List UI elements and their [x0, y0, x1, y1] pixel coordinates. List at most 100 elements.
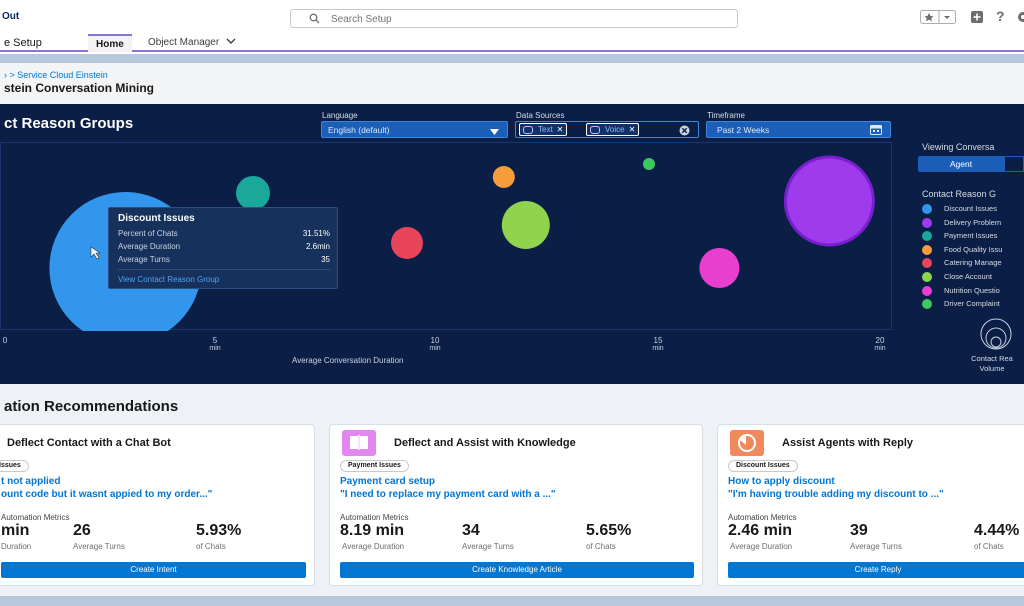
x-tick: 20 min: [865, 336, 895, 352]
add-icon[interactable]: [970, 10, 984, 27]
app-logo: Out: [2, 11, 20, 22]
bubble-catering-manage[interactable]: [391, 227, 423, 259]
breadcrumb[interactable]: › > Service Cloud Einstein: [4, 70, 108, 80]
legend-label: Payment Issues: [944, 231, 998, 241]
viewing-conversations-label: Viewing Conversa: [922, 142, 995, 152]
x-axis-label: Average Conversation Duration: [292, 356, 404, 365]
metric-duration-value: min: [1, 522, 30, 539]
legend-label: Delivery Problem: [944, 217, 1002, 227]
metric-chats-value: 5.93%: [196, 522, 242, 539]
legend-swatch: [922, 285, 932, 296]
search-icon: [309, 13, 320, 27]
reply-arrow-icon: [730, 430, 764, 456]
quote-link[interactable]: "I'm having trouble adding my discount t…: [728, 489, 944, 500]
tab-object-manager[interactable]: Object Manager: [140, 34, 244, 52]
calendar-icon[interactable]: [870, 124, 882, 137]
quote-link[interactable]: "I need to replace my payment card with …: [340, 489, 556, 500]
knowledge-book-icon: [342, 430, 376, 456]
quote-link[interactable]: ount code but it wasnt appied to my orde…: [1, 489, 213, 500]
help-icon[interactable]: ?: [996, 8, 1005, 24]
source-pill-voice[interactable]: Voice ✕: [586, 123, 640, 136]
search-input[interactable]: [331, 12, 711, 26]
legend-label: Close Account: [944, 272, 992, 281]
source-pill-text[interactable]: Text ✕: [519, 123, 568, 136]
tab-home[interactable]: Home: [88, 34, 132, 52]
legend-swatch: [922, 204, 932, 214]
legend-swatch: [922, 244, 932, 255]
x-tick-unit: min: [429, 345, 441, 352]
page-header: › > Service Cloud Einstein stein Convers…: [0, 63, 1024, 104]
legend-label: Catering Manage: [944, 258, 1002, 268]
tooltip-label: Percent of Chats: [118, 229, 178, 238]
automation-recommendations: ation Recommendations Deflect Contact wi…: [0, 384, 1024, 606]
legend-swatch: [922, 272, 932, 282]
x-tick-unit: min: [874, 345, 886, 352]
view-contact-reason-group-link[interactable]: View Contact Reason Group: [118, 275, 220, 284]
reason-badge: Discount Issues: [728, 460, 798, 472]
global-header: Out ?: [0, 0, 1024, 34]
recommendation-card-reply: Assist Agents with Reply Discount Issues…: [717, 424, 1024, 586]
bubble-payment-issues[interactable]: [236, 176, 270, 210]
data-sources-label: Data Sources: [516, 111, 565, 120]
metric-duration-value: 8.19 min: [340, 522, 405, 539]
metric-chats-value: 4.44%: [974, 522, 1020, 539]
create-reply-button[interactable]: Create Reply: [728, 562, 1024, 578]
bubble-food-quality-issu[interactable]: [492, 166, 515, 188]
tooltip-divider: [118, 269, 330, 270]
tooltip-title: Discount Issues: [118, 213, 195, 224]
setup-gear-icon[interactable]: [1014, 10, 1024, 27]
chevron-down-icon: [226, 37, 236, 48]
create-intent-button[interactable]: Create Intent: [1, 562, 306, 578]
metric-duration-value: 2.46 min: [728, 522, 793, 539]
language-select[interactable]: English (default): [321, 121, 508, 138]
bubble-delivery-problem[interactable]: [783, 155, 875, 247]
volume-legend-label: Contact Rea Volume: [960, 354, 1024, 374]
topic-link[interactable]: How to apply discount: [728, 476, 835, 487]
favorites-button[interactable]: [920, 10, 956, 27]
x-tick-value: 10: [430, 336, 440, 345]
reason-badge: Payment Issues: [340, 460, 409, 472]
card-title: Deflect Contact with a Chat Bot: [7, 437, 171, 449]
mouse-pointer-icon: [90, 246, 101, 260]
topic-link[interactable]: t not applied: [1, 476, 61, 487]
bubble-close-account[interactable]: [501, 201, 550, 249]
voice-channel-icon: [590, 126, 600, 134]
metric-chats-value: 5.65%: [586, 522, 632, 539]
legend-title: Contact Reason G: [922, 189, 997, 199]
search-box[interactable]: [290, 9, 738, 28]
recommendation-card-chat-bot: Deflect Contact with a Chat Bot Issues t…: [0, 424, 315, 586]
remove-voice-icon[interactable]: ✕: [628, 125, 636, 134]
metric-duration-label: Duration: [1, 542, 32, 551]
timeframe-select[interactable]: Past 2 Weeks: [706, 121, 891, 138]
x-tick: 15 min: [643, 336, 673, 352]
remove-text-icon[interactable]: ✕: [556, 125, 564, 134]
automation-metrics-label: Automation Metrics: [728, 513, 797, 522]
clear-sources-icon[interactable]: [679, 125, 690, 138]
create-knowledge-article-button[interactable]: Create Knowledge Article: [340, 562, 694, 578]
metric-turns-label: Average Turns: [850, 542, 902, 551]
x-tick-value: 20: [875, 336, 885, 345]
viewing-toggle[interactable]: Agent: [918, 156, 1024, 172]
metric-chats-label: of Chats: [586, 542, 616, 551]
topic-link[interactable]: Payment card setup: [340, 476, 436, 487]
recommendations-title: ation Recommendations: [4, 398, 179, 415]
text-channel-icon: [523, 126, 533, 134]
metric-turns-label: Average Turns: [462, 542, 514, 551]
x-tick-unit: min: [652, 345, 664, 352]
footer-stripe: [0, 596, 1024, 606]
legend-label: Food Quality Issu: [944, 244, 1003, 254]
page-title: stein Conversation Mining: [4, 81, 155, 95]
toggle-agent[interactable]: Agent: [949, 159, 973, 169]
bubble-driver-complaint[interactable]: [643, 158, 655, 170]
card-title: Deflect and Assist with Knowledge: [394, 437, 576, 449]
legend-swatch: [922, 299, 932, 310]
breadcrumb-link[interactable]: Service Cloud Einstein: [17, 70, 108, 80]
toggle-other[interactable]: [1004, 156, 1024, 172]
language-label: Language: [322, 111, 358, 120]
recommendation-card-knowledge: Deflect and Assist with Knowledge Paymen…: [329, 424, 703, 586]
bubble-nutrition-questio[interactable]: [699, 248, 740, 288]
contact-reason-panel: ct Reason Groups Language English (defau…: [0, 104, 1024, 384]
volume-size-icon: [976, 314, 1016, 353]
metric-duration-label: Average Duration: [342, 542, 405, 551]
metric-turns-value: 39: [850, 522, 868, 539]
